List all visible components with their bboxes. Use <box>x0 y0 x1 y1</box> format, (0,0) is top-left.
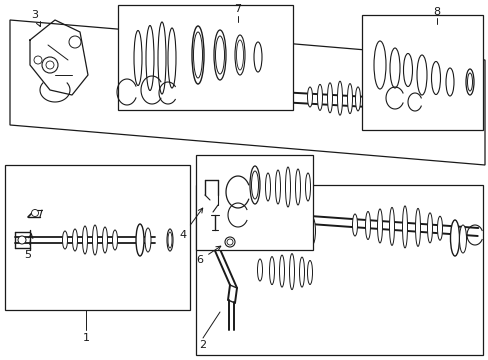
Ellipse shape <box>299 257 304 287</box>
Ellipse shape <box>437 216 442 240</box>
Ellipse shape <box>430 62 440 95</box>
Circle shape <box>18 236 26 244</box>
Ellipse shape <box>375 81 384 117</box>
Ellipse shape <box>62 231 67 249</box>
Ellipse shape <box>158 22 165 94</box>
Ellipse shape <box>92 225 97 255</box>
Ellipse shape <box>467 73 471 91</box>
Ellipse shape <box>308 217 315 245</box>
Ellipse shape <box>427 213 431 243</box>
Ellipse shape <box>377 209 382 243</box>
Ellipse shape <box>402 206 407 248</box>
Ellipse shape <box>235 35 244 75</box>
Ellipse shape <box>257 259 262 281</box>
Ellipse shape <box>225 212 230 232</box>
Ellipse shape <box>193 32 202 78</box>
Ellipse shape <box>352 214 357 236</box>
Ellipse shape <box>146 26 154 90</box>
Ellipse shape <box>236 40 243 70</box>
Ellipse shape <box>253 42 262 72</box>
Ellipse shape <box>279 255 284 287</box>
Ellipse shape <box>82 226 87 254</box>
Ellipse shape <box>237 210 242 235</box>
Text: 5: 5 <box>24 234 33 260</box>
Ellipse shape <box>307 87 312 107</box>
Ellipse shape <box>112 230 117 250</box>
Circle shape <box>34 56 42 64</box>
Ellipse shape <box>284 215 289 233</box>
Polygon shape <box>196 185 482 355</box>
Circle shape <box>31 210 39 216</box>
Ellipse shape <box>289 253 294 289</box>
Ellipse shape <box>167 229 173 251</box>
Ellipse shape <box>249 166 260 204</box>
Circle shape <box>69 36 81 48</box>
Text: 2: 2 <box>199 340 206 350</box>
Ellipse shape <box>136 224 143 256</box>
Ellipse shape <box>269 257 274 285</box>
Ellipse shape <box>277 212 282 236</box>
Ellipse shape <box>102 227 107 253</box>
Ellipse shape <box>389 207 394 246</box>
Polygon shape <box>196 155 312 250</box>
Ellipse shape <box>365 211 370 239</box>
Ellipse shape <box>389 48 399 88</box>
Ellipse shape <box>251 171 258 199</box>
Ellipse shape <box>415 208 420 246</box>
Text: 4: 4 <box>179 208 203 240</box>
Polygon shape <box>10 20 484 165</box>
Ellipse shape <box>269 209 274 239</box>
Ellipse shape <box>249 208 254 238</box>
Ellipse shape <box>215 36 224 74</box>
Ellipse shape <box>337 81 342 115</box>
Ellipse shape <box>307 261 312 284</box>
Ellipse shape <box>275 170 280 204</box>
Polygon shape <box>118 5 292 110</box>
Ellipse shape <box>355 87 360 111</box>
Circle shape <box>226 239 232 245</box>
Ellipse shape <box>384 86 391 114</box>
Ellipse shape <box>134 31 142 86</box>
Ellipse shape <box>265 173 270 201</box>
Circle shape <box>46 61 54 69</box>
Text: 6: 6 <box>196 246 220 265</box>
Ellipse shape <box>445 68 453 96</box>
Polygon shape <box>5 165 190 310</box>
Text: 3: 3 <box>31 10 41 27</box>
Text: 8: 8 <box>432 7 440 17</box>
Ellipse shape <box>145 228 151 252</box>
Ellipse shape <box>214 30 225 80</box>
Ellipse shape <box>416 55 426 95</box>
Ellipse shape <box>327 83 332 113</box>
Ellipse shape <box>373 41 385 89</box>
Text: 7: 7 <box>234 4 241 14</box>
Ellipse shape <box>285 167 290 207</box>
Ellipse shape <box>305 173 310 201</box>
Ellipse shape <box>465 69 473 95</box>
Circle shape <box>224 237 235 247</box>
Ellipse shape <box>362 90 367 108</box>
Ellipse shape <box>192 26 203 84</box>
Polygon shape <box>361 15 482 130</box>
Ellipse shape <box>403 54 412 86</box>
Ellipse shape <box>459 225 466 253</box>
Ellipse shape <box>300 212 309 248</box>
Ellipse shape <box>295 169 300 205</box>
Circle shape <box>42 57 58 73</box>
Ellipse shape <box>449 220 459 256</box>
Ellipse shape <box>259 206 264 240</box>
Ellipse shape <box>168 232 172 248</box>
Ellipse shape <box>317 84 322 111</box>
Ellipse shape <box>168 28 176 88</box>
Text: 1: 1 <box>82 333 89 343</box>
Ellipse shape <box>347 84 352 114</box>
Ellipse shape <box>72 229 77 251</box>
